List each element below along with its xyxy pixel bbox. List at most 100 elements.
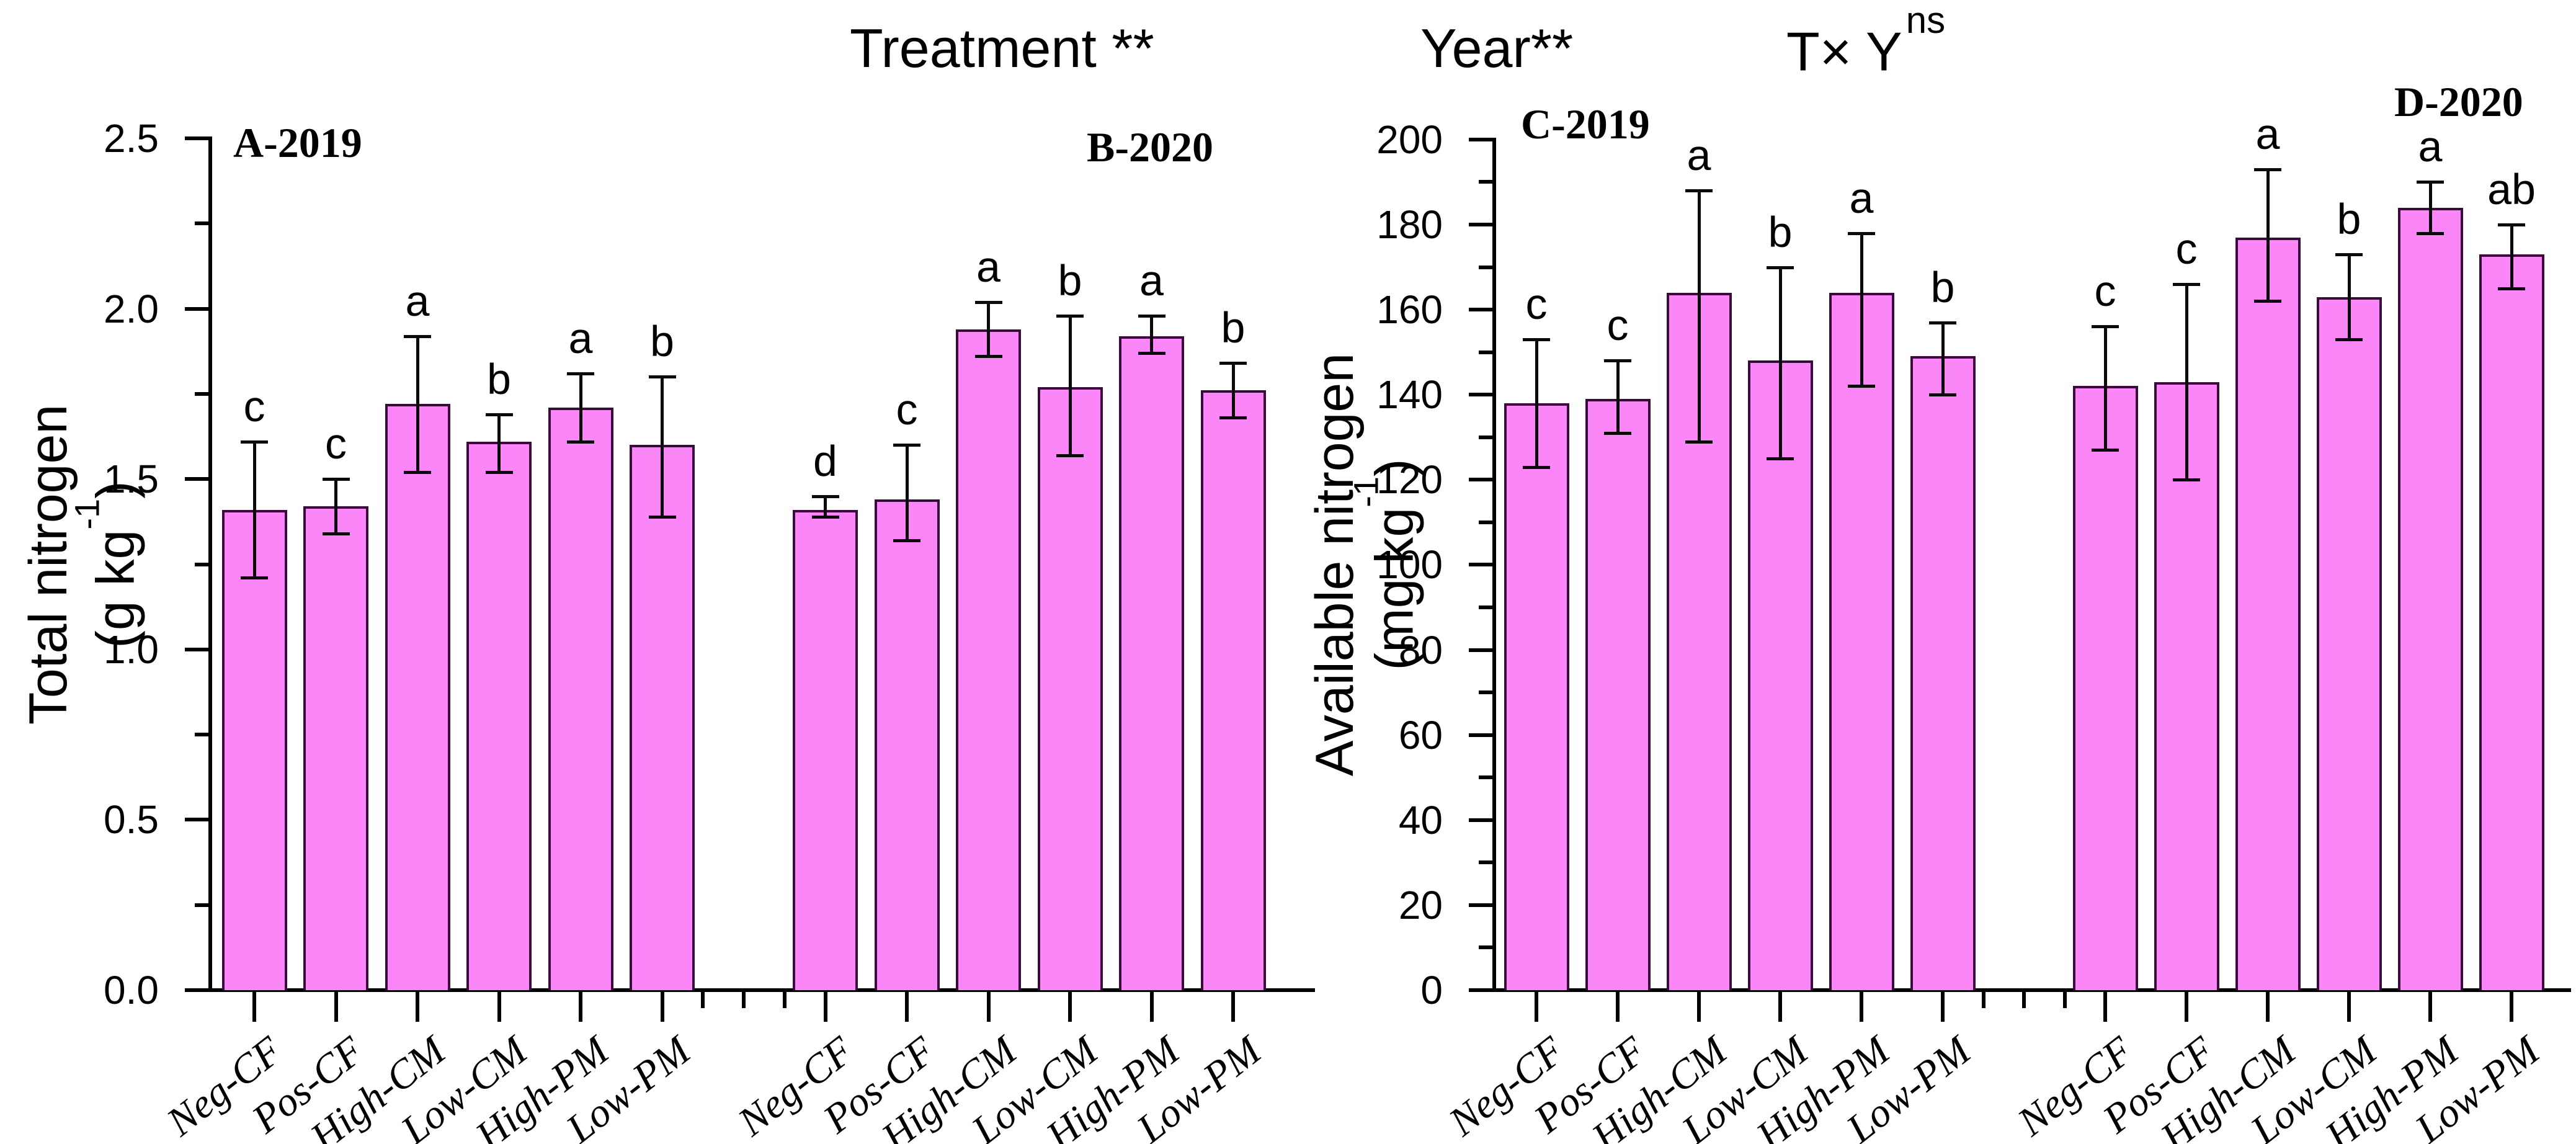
y-major-tick (185, 136, 208, 140)
y-major-tick (185, 818, 208, 822)
error-bar (2428, 182, 2432, 233)
error-bar (905, 445, 909, 541)
y-tick-label: 1.5 (104, 457, 159, 502)
significance-letter: b (1930, 262, 1955, 311)
y-tick-label: 180 (1376, 202, 1443, 247)
error-cap-top (2417, 181, 2444, 184)
error-cap-top (648, 375, 676, 379)
y-axis-title-line2: (mg kg-1) (1346, 458, 1425, 671)
significance-letter: a (568, 313, 593, 362)
error-cap-top (974, 300, 1002, 304)
y-minor-tick (1479, 180, 1492, 184)
bar-B-2020-Low-PM (1200, 390, 1266, 990)
x-major-tick (905, 992, 909, 1022)
x-major-tick (1068, 992, 1072, 1022)
x-major-tick (2347, 992, 2351, 1022)
error-cap-top (1767, 266, 1794, 269)
significance-letter: c (2175, 224, 2198, 273)
y-major-tick (1469, 222, 1492, 226)
error-bar (2266, 169, 2270, 302)
significance-letter: b (1058, 256, 1082, 305)
y-major-tick (1469, 903, 1492, 907)
error-cap-top (811, 494, 839, 498)
error-cap-top (241, 440, 268, 444)
error-bar (1068, 315, 1072, 455)
y-major-tick (1469, 563, 1492, 567)
error-bar (1860, 233, 1863, 387)
y-tick-label: 200 (1376, 117, 1443, 162)
bar-C-2019-Pos-CF (1585, 399, 1651, 990)
error-bar (1697, 190, 1701, 442)
y-tick-label: 140 (1376, 372, 1443, 418)
x-minor-tick (701, 992, 705, 1008)
x-minor-tick (782, 992, 787, 1008)
y-minor-tick (1479, 690, 1492, 695)
error-cap-bottom (1056, 454, 1084, 457)
error-cap-bottom (2498, 287, 2525, 290)
panel-label-C-2019: C-2019 (1521, 101, 1650, 148)
y-minor-tick (1479, 435, 1492, 439)
error-cap-top (2173, 282, 2200, 286)
bar-D-2020-Low-PM (2479, 254, 2544, 990)
y-major-tick (1469, 137, 1492, 141)
error-bar (824, 496, 827, 517)
y-tick-label: 0.5 (104, 797, 159, 842)
x-major-tick (1778, 992, 1782, 1022)
error-cap-top (485, 413, 513, 416)
error-bar (252, 441, 256, 578)
y-tick-label: 160 (1376, 287, 1443, 333)
error-cap-bottom (1219, 416, 1247, 420)
error-cap-bottom (241, 576, 268, 580)
significance-letter: b (1768, 207, 1793, 256)
error-bar (497, 414, 501, 473)
anova-treatment-label: Treatment ** (850, 17, 1154, 79)
significance-letter: b (2337, 194, 2361, 243)
bar-A-2019-High-PM (548, 407, 613, 990)
bar-C-2019-High-CM (1666, 292, 1732, 990)
error-cap-top (2498, 223, 2525, 226)
x-minor-tick (1981, 992, 1985, 1008)
y-major-tick (1469, 733, 1492, 737)
y-minor-tick (1479, 860, 1492, 865)
error-cap-bottom (1138, 351, 1165, 355)
y-minor-tick (195, 391, 208, 396)
y-tick-label: 120 (1376, 457, 1443, 503)
x-major-tick (2266, 992, 2270, 1022)
bar-B-2020-Low-CM (1037, 387, 1103, 990)
y-tick-label: 40 (1398, 797, 1443, 842)
error-cap-bottom (811, 515, 839, 519)
significance-letter: c (1607, 301, 1629, 350)
y-minor-tick (1479, 945, 1492, 950)
x-minor-tick (2062, 992, 2067, 1008)
y-major-tick (1469, 308, 1492, 312)
error-bar (2510, 224, 2513, 288)
y-major-tick (1469, 988, 1492, 992)
significance-letter: c (2094, 267, 2116, 316)
y-major-tick (1469, 648, 1492, 652)
significance-letter: c (243, 382, 265, 431)
significance-letter: a (1687, 131, 1711, 180)
bar-D-2020-Low-CM (2316, 297, 2382, 990)
panel-label-D-2020: D-2020 (2394, 78, 2523, 125)
error-bar (987, 302, 990, 357)
y-minor-tick (195, 733, 208, 737)
x-axis (1492, 988, 2571, 992)
y-minor-tick (1479, 520, 1492, 524)
error-bar (1231, 363, 1235, 418)
bar-B-2020-High-PM (1119, 336, 1184, 990)
error-cap-bottom (2092, 449, 2119, 452)
error-cap-bottom (1604, 431, 1631, 435)
y-major-tick (185, 647, 208, 651)
anova-interaction-base: T× Y (1786, 20, 1902, 83)
error-bar (2103, 326, 2107, 450)
y-minor-tick (195, 562, 208, 566)
error-cap-top (322, 478, 350, 481)
y-major-tick (185, 477, 208, 481)
bar-D-2020-Neg-CF (2072, 386, 2138, 990)
significance-letter: ab (2487, 164, 2536, 213)
error-cap-bottom (2335, 338, 2363, 342)
error-cap-bottom (2417, 231, 2444, 235)
anova-interaction-label: T× Yns (1786, 0, 1945, 83)
